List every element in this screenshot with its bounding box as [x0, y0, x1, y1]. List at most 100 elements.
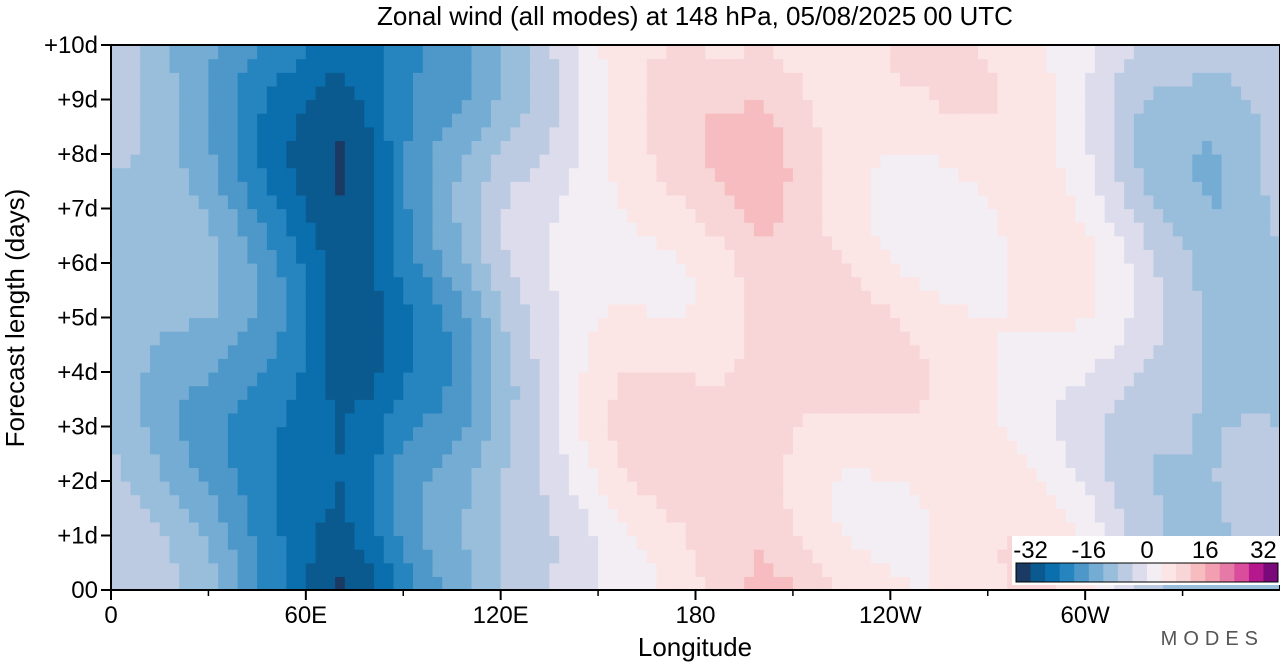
heatmap-cell — [1114, 167, 1125, 182]
heatmap-cell — [851, 494, 862, 509]
heatmap-cell — [344, 481, 356, 496]
heatmap-cell — [1221, 494, 1232, 509]
heatmap-cell — [159, 385, 171, 400]
heatmap-cell — [442, 549, 453, 564]
heatmap-cell — [695, 521, 706, 537]
heatmap-cell — [1143, 412, 1154, 428]
heatmap-cell — [1202, 85, 1213, 101]
heatmap-cell — [247, 154, 258, 169]
heatmap-cell — [442, 494, 453, 509]
heatmap-cell — [1104, 113, 1115, 128]
heatmap-cell — [588, 481, 599, 496]
heatmap-cell — [490, 426, 502, 441]
heatmap-cell — [140, 140, 151, 155]
heatmap-cell — [763, 140, 775, 155]
heatmap-cell — [120, 426, 132, 441]
heatmap-cell — [578, 576, 589, 591]
heatmap-cell — [822, 126, 833, 141]
heatmap-cell — [724, 440, 736, 455]
heatmap-cell — [422, 276, 434, 291]
heatmap-cell — [364, 494, 375, 509]
heatmap-cell — [1133, 276, 1145, 291]
heatmap-cell — [237, 426, 248, 441]
heatmap-cell — [617, 358, 628, 373]
heatmap-cell — [1241, 140, 1252, 155]
heatmap-cell — [344, 385, 356, 400]
heatmap-cell — [1007, 126, 1018, 141]
heatmap-cell — [354, 317, 365, 332]
heatmap-cell — [578, 194, 589, 210]
heatmap-cell — [1016, 58, 1028, 73]
heatmap-cell — [1221, 426, 1232, 441]
heatmap-cell — [685, 385, 697, 400]
heatmap-cell — [1241, 290, 1252, 305]
heatmap-cell — [1055, 126, 1067, 141]
heatmap-cell — [120, 276, 132, 291]
heatmap-cell — [802, 399, 813, 414]
heatmap-cell — [549, 290, 560, 305]
heatmap-cell — [218, 535, 229, 550]
heatmap-cell — [422, 508, 434, 523]
heatmap-cell — [831, 508, 843, 523]
heatmap-cell — [276, 481, 287, 496]
heatmap-cell — [861, 549, 872, 564]
heatmap-cell — [315, 140, 326, 155]
heatmap-cell — [188, 467, 200, 482]
heatmap-cell — [364, 113, 375, 128]
heatmap-cell — [227, 303, 239, 319]
heatmap-cell — [520, 494, 531, 509]
heatmap-cell — [958, 467, 969, 482]
heatmap-cell — [870, 467, 882, 482]
colorbar-tick-label: 16 — [1192, 537, 1219, 564]
heatmap-cell — [1046, 263, 1057, 278]
heatmap-cell — [237, 303, 248, 319]
heatmap-cell — [111, 72, 122, 87]
heatmap-cell — [442, 412, 453, 428]
heatmap-cell — [802, 426, 813, 441]
heatmap-cell — [890, 331, 901, 346]
heatmap-cell — [559, 222, 570, 237]
heatmap-cell — [354, 576, 365, 591]
heatmap-cell — [666, 481, 677, 496]
heatmap-cell — [315, 385, 326, 400]
heatmap-cell — [617, 399, 628, 414]
heatmap-cell — [1270, 263, 1280, 278]
heatmap-cell — [549, 440, 560, 455]
heatmap-cell — [656, 208, 667, 223]
heatmap-cell — [1133, 412, 1145, 428]
heatmap-cell — [188, 208, 200, 223]
heatmap-cell — [490, 317, 502, 332]
heatmap-cell — [978, 481, 989, 496]
heatmap-cell — [1202, 126, 1213, 141]
heatmap-cell — [792, 508, 804, 523]
heatmap-cell — [1046, 481, 1057, 496]
heatmap-cell — [257, 535, 268, 550]
heatmap-cell — [714, 113, 726, 128]
heatmap-cell — [958, 154, 969, 169]
heatmap-cell — [753, 481, 765, 496]
heatmap-cell — [266, 154, 278, 169]
heatmap-cell — [870, 276, 882, 291]
heatmap-cell — [909, 440, 921, 455]
heatmap-cell — [714, 167, 726, 182]
heatmap-cell — [286, 208, 297, 223]
heatmap-cell — [364, 208, 375, 223]
heatmap-cell — [227, 453, 239, 468]
heatmap-cell — [227, 126, 239, 141]
heatmap-cell — [1046, 154, 1057, 169]
heatmap-cell — [802, 317, 813, 332]
heatmap-cell — [208, 344, 219, 359]
heatmap-cell — [305, 358, 317, 373]
heatmap-cell — [987, 45, 999, 60]
heatmap-cell — [734, 113, 745, 128]
heatmap-cell — [909, 412, 921, 428]
heatmap-cell — [549, 208, 560, 223]
heatmap-cell — [637, 154, 648, 169]
heatmap-cell — [490, 113, 502, 128]
heatmap-cell — [169, 385, 180, 400]
heatmap-cell — [783, 385, 794, 400]
heatmap-cell — [471, 194, 482, 210]
heatmap-cell — [1172, 126, 1184, 141]
heatmap-cell — [685, 344, 697, 359]
heatmap-cell — [451, 331, 463, 346]
